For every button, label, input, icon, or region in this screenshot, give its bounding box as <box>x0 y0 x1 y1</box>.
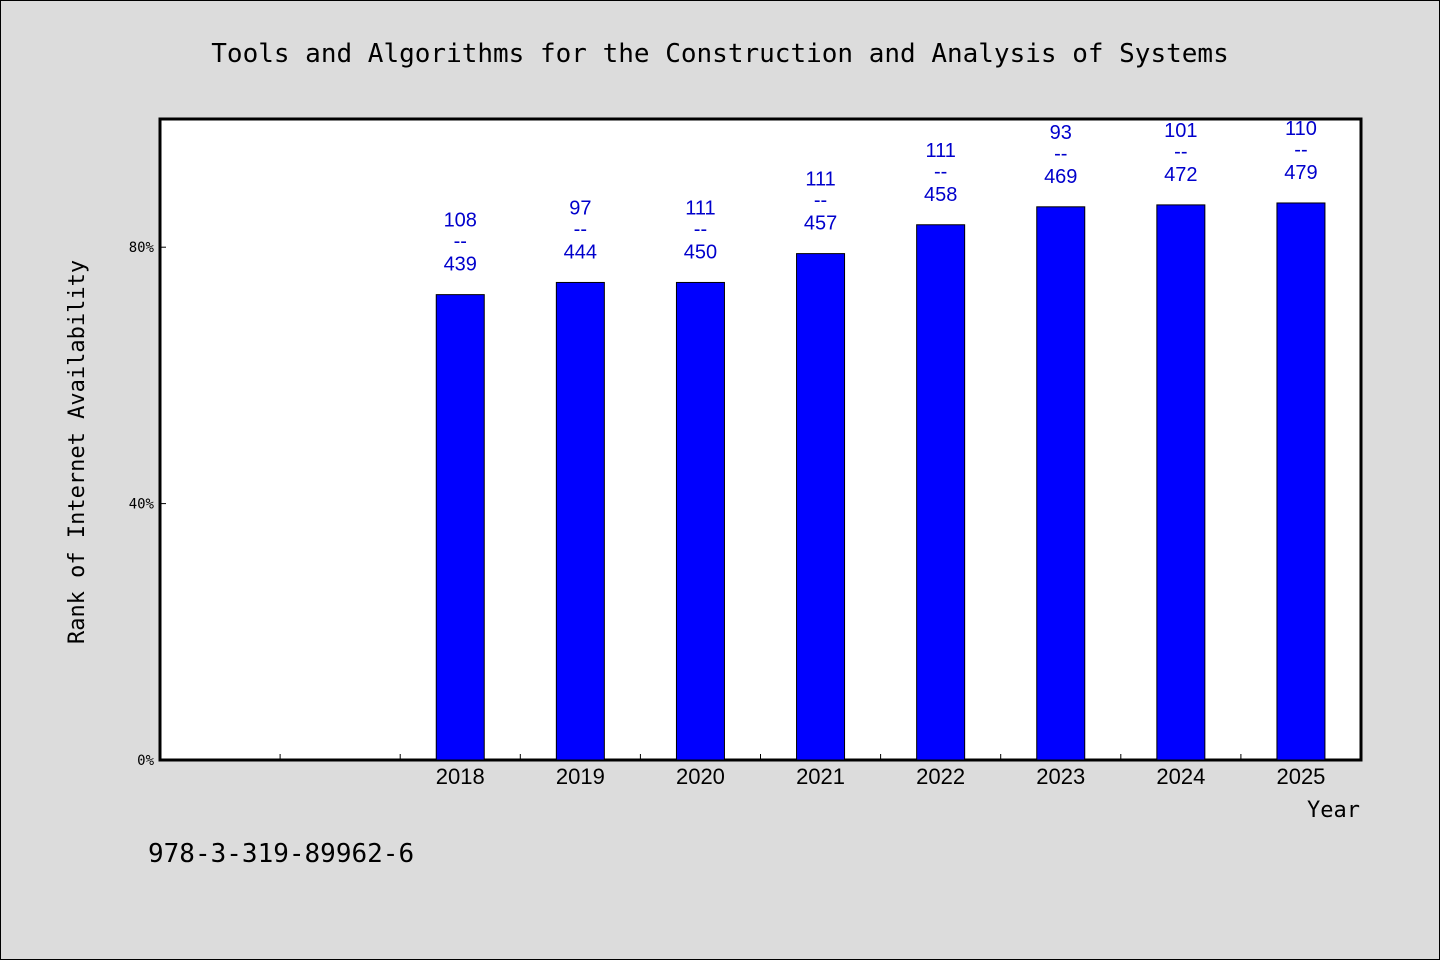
data-label-bottom: 439 <box>444 254 477 276</box>
data-label-top: 93 <box>1050 122 1072 144</box>
x-axis-label: Year <box>1307 798 1360 823</box>
data-label-top: 101 <box>1164 120 1197 142</box>
bar-2018 <box>435 294 485 761</box>
data-label-top: 111 <box>925 140 955 162</box>
data-label-separator: -- <box>454 231 467 253</box>
bar-2019 <box>555 281 605 761</box>
bar-2020 <box>675 281 725 761</box>
data-label-separator: -- <box>1174 141 1187 163</box>
chart-title: Tools and Algorithms for the Constructio… <box>211 39 1228 69</box>
x-tick-label: 2021 <box>796 764 845 789</box>
bar-2022 <box>916 224 966 761</box>
data-label-bottom: 457 <box>804 213 837 235</box>
x-tick-label: 2020 <box>676 764 725 789</box>
data-labels-group: 108--43997--444111--450111--457111--4589… <box>444 118 1318 276</box>
x-tick-label: 2019 <box>556 764 605 789</box>
bar-2021 <box>796 253 846 761</box>
data-label-bottom: 479 <box>1284 162 1317 184</box>
data-label-separator: -- <box>934 161 947 183</box>
data-label-bottom: 472 <box>1164 164 1197 186</box>
data-label-separator: -- <box>1054 143 1067 165</box>
data-label-separator: -- <box>574 218 587 240</box>
data-label-bottom: 469 <box>1044 166 1077 188</box>
data-label-bottom: 444 <box>564 241 597 263</box>
bar-2024 <box>1156 204 1206 761</box>
x-tick-label: 2025 <box>1276 764 1325 789</box>
x-tick-label: 2018 <box>436 764 485 789</box>
x-tick-label: 2023 <box>1036 764 1085 789</box>
bar-2023 <box>1036 206 1086 761</box>
data-label-top: 111 <box>685 197 715 219</box>
bar-2025 <box>1276 202 1326 761</box>
y-tick-label: 80% <box>129 240 155 256</box>
bars-group <box>435 202 1326 761</box>
x-axis-ticks: 2018 2019 2020 2021 2022 2023 2024 2025 <box>279 754 1325 789</box>
x-tick-label: 2022 <box>916 764 965 789</box>
isbn-footer: 978-3-319-89962-6 <box>148 839 414 869</box>
y-axis-label: Rank of Internet Availability <box>65 260 90 644</box>
data-label-bottom: 450 <box>684 241 717 263</box>
y-axis-ticks: 0% 40% 80% <box>129 240 166 769</box>
y-tick-label: 40% <box>129 497 155 513</box>
data-label-top: 110 <box>1285 118 1317 140</box>
data-label-separator: -- <box>1294 139 1307 161</box>
data-label-top: 97 <box>569 197 591 219</box>
y-tick-label: 0% <box>137 753 154 769</box>
data-label-separator: -- <box>814 190 827 212</box>
data-label-top: 108 <box>444 210 477 232</box>
x-tick-label: 2024 <box>1156 764 1205 789</box>
data-label-bottom: 458 <box>924 184 957 206</box>
data-label-separator: -- <box>694 218 707 240</box>
data-label-top: 111 <box>805 169 835 191</box>
